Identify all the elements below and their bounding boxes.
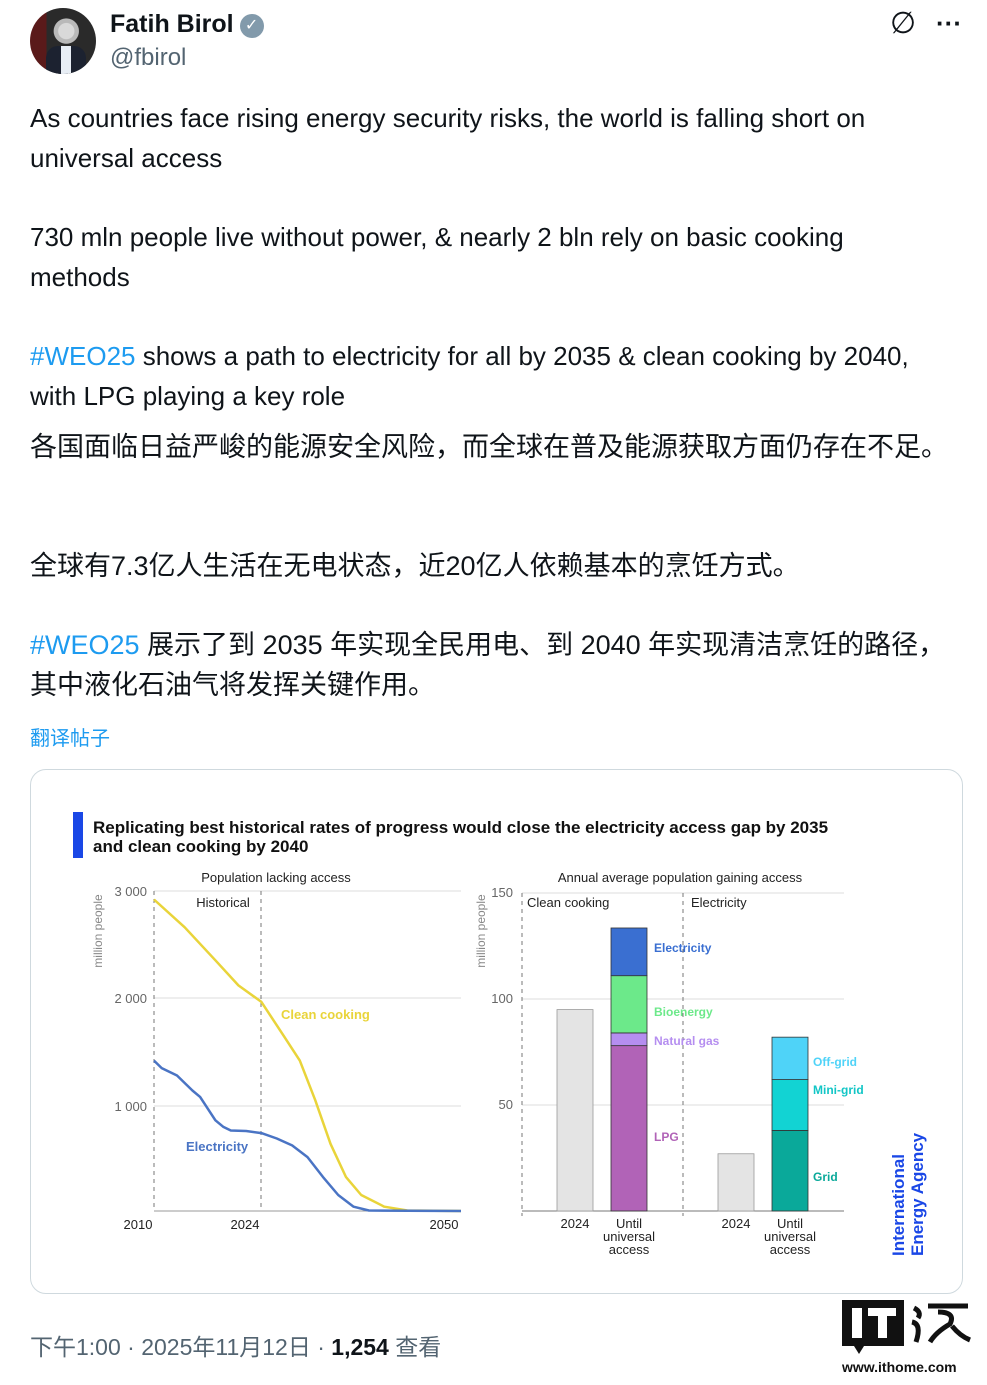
series-label-clean-cooking: Clean cooking — [281, 1007, 370, 1022]
author-handle[interactable]: @fbirol — [110, 44, 187, 71]
group-label: Clean cooking — [527, 895, 609, 910]
bar-x-label: Until — [616, 1216, 642, 1231]
y-tick: 1 000 — [114, 1099, 147, 1114]
segment-label: Off-grid — [813, 1055, 857, 1069]
series-label-electricity: Electricity — [186, 1139, 249, 1154]
author-name-text: Fatih Birol — [110, 10, 234, 38]
segment-label: Electricity — [654, 941, 712, 955]
verified-badge-icon: ✓ — [239, 14, 264, 38]
bar-x-label: universal — [764, 1229, 816, 1244]
bar-chart-title: Annual average population gaining access — [558, 870, 803, 885]
segment-label: Bioenergy — [654, 1005, 713, 1019]
bar-x-label: Until — [777, 1216, 803, 1231]
title-accent-bar — [73, 812, 83, 858]
y-tick: 100 — [491, 991, 513, 1006]
tweet-paragraph: #WEO25 shows a path to electricity for a… — [30, 336, 950, 416]
bar-x-label: access — [609, 1242, 650, 1257]
bar-x-label: universal — [603, 1229, 655, 1244]
bar-segment-electricity — [610, 927, 648, 977]
tweet-text: shows a path to electricity for all by 2… — [30, 341, 909, 411]
chart-image: Replicating best historical rates of pro… — [73, 812, 927, 1257]
views-label: 查看 — [388, 1334, 442, 1360]
line-chart-title: Population lacking access — [201, 870, 351, 885]
ithome-url: www.ithome.com — [842, 1359, 957, 1375]
bar-chart: Annual average population gaining access… — [474, 870, 864, 1257]
tweet-paragraph: 730 mln people live without power, & nea… — [30, 222, 844, 292]
bar-segment-lpg — [610, 1045, 648, 1212]
avatar[interactable] — [30, 8, 96, 74]
bar-segment-off-grid — [771, 1036, 809, 1080]
line-series-electricity — [153, 1059, 462, 1213]
segment-label: LPG — [654, 1130, 679, 1144]
media-card[interactable]: Replicating best historical rates of pro… — [30, 769, 963, 1294]
y-tick: 50 — [499, 1097, 513, 1112]
ithome-logo-icon: www.ithome.com — [841, 1300, 971, 1375]
y-tick: 3 000 — [114, 884, 147, 899]
view-count: 1,254 — [331, 1334, 389, 1360]
chart-title-line1: Replicating best historical rates of pro… — [93, 818, 828, 837]
segment-label: Grid — [813, 1170, 838, 1184]
bar-segment-natural-gas — [610, 1032, 648, 1047]
tweet-meta: 下午1:00 · 2025年11月12日 · 1,254 查看 — [30, 1328, 441, 1362]
bar-segment — [717, 1153, 755, 1212]
tweet-paragraph-zh: 全球有7.3亿人生活在无电状态，近20亿人依赖基本的烹饪方式。 — [30, 551, 800, 581]
bar-segment-bioenergy — [610, 975, 648, 1034]
ithome-watermark: www.ithome.com — [841, 1298, 972, 1378]
segment-label: Mini-grid — [813, 1083, 864, 1097]
timestamp[interactable]: 下午1:00 · 2025年11月12日 · — [30, 1334, 332, 1360]
line-series-clean-cooking — [153, 898, 462, 1213]
line-chart: Population lacking access million people… — [91, 870, 462, 1232]
bar-y-label: million people — [474, 894, 488, 968]
bar-x-label: 2024 — [722, 1216, 751, 1231]
tweet-paragraph: As countries face rising energy security… — [30, 103, 866, 173]
x-tick: 2024 — [231, 1217, 260, 1232]
x-tick: 2050 — [430, 1217, 459, 1232]
line-y-label: million people — [91, 894, 105, 968]
bar-segment-grid — [771, 1130, 809, 1212]
x-tick: 2010 — [124, 1217, 153, 1232]
grok-icon[interactable]: ∅ — [890, 7, 917, 40]
tweet-paragraph-zh: #WEO25 展示了到 2035 年实现全民用电、到 2040 年实现清洁烹饪的… — [30, 625, 950, 705]
historical-label: Historical — [196, 895, 250, 910]
author-name[interactable]: Fatih Birol ✓ — [110, 10, 264, 39]
translate-post-link[interactable]: 翻译帖子 — [30, 728, 110, 750]
bar-segment-mini-grid — [771, 1079, 809, 1131]
hashtag-link[interactable]: #WEO25 — [30, 341, 136, 371]
iea-logo: InternationalEnergy Agency — [889, 1132, 927, 1256]
bar-x-label: 2024 — [561, 1216, 590, 1231]
hashtag-link[interactable]: #WEO25 — [30, 630, 140, 660]
more-icon[interactable]: ··· — [936, 8, 962, 38]
tweet-paragraph-zh: 各国面临日益严峻的能源安全风险，而全球在普及能源获取方面仍存在不足。 — [30, 432, 948, 462]
y-tick: 150 — [491, 885, 513, 900]
chart-title-line2: and clean cooking by 2040 — [93, 837, 308, 856]
bar-segment — [556, 1009, 594, 1212]
segment-label: Natural gas — [654, 1034, 720, 1048]
tweet-text: 展示了到 2035 年实现全民用电、到 2040 年实现清洁烹饪的路径，其中液化… — [30, 630, 946, 700]
group-label: Electricity — [691, 895, 747, 910]
bar-x-label: access — [770, 1242, 811, 1257]
y-tick: 2 000 — [114, 991, 147, 1006]
chart-title: Replicating best historical rates of pro… — [93, 818, 828, 856]
